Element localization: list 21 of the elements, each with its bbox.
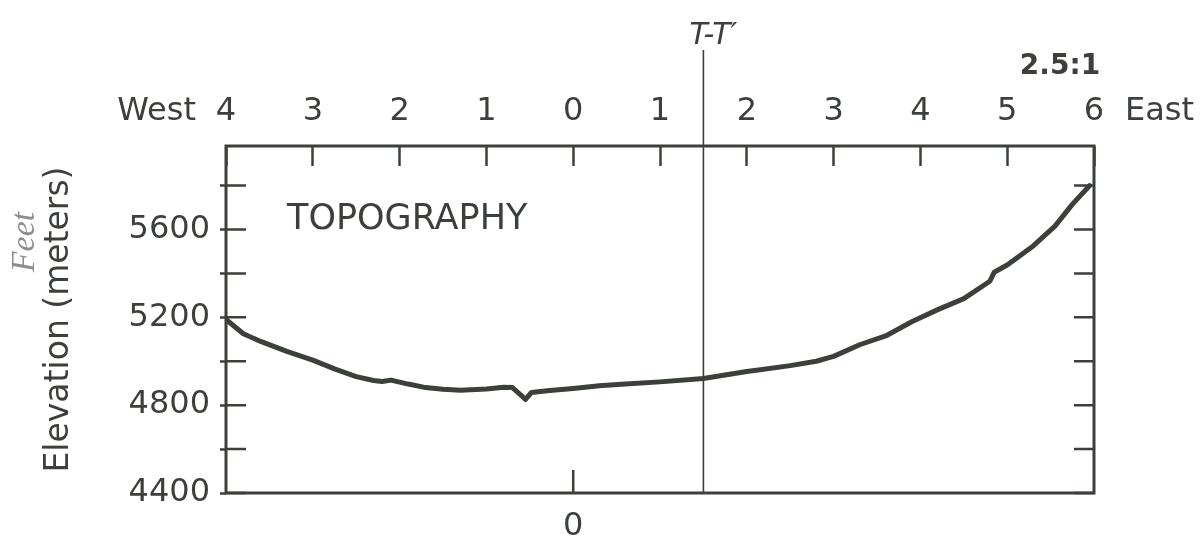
x-tick-label: 5 xyxy=(997,90,1018,129)
x-tick-label: 3 xyxy=(302,90,323,129)
x-tick-label: 1 xyxy=(649,90,671,129)
text: East xyxy=(1125,90,1195,128)
text: West xyxy=(117,90,196,128)
y-tick-label: 4400 xyxy=(128,471,210,510)
ref-line-label: T-T′ xyxy=(689,16,738,51)
x-tick-label: 4 xyxy=(215,90,237,129)
y-tick-label: 5200 xyxy=(128,295,210,334)
y-tick-label: 4800 xyxy=(128,383,210,422)
x-tick-label: 0 xyxy=(563,90,584,129)
x-tick-label: 1 xyxy=(476,90,497,129)
x-tick-label: 2 xyxy=(389,90,410,129)
text: TOPOGRAPHY xyxy=(286,197,528,237)
y-tick-label: 5600 xyxy=(128,207,210,246)
x-tick-label: 2 xyxy=(736,90,757,129)
x-tick-label: 3 xyxy=(823,90,844,129)
x-tick-label: 4 xyxy=(910,90,931,129)
x-tick-label: 6 xyxy=(1083,90,1105,129)
text: 0 xyxy=(563,505,584,538)
text: 2.5:1 xyxy=(1019,48,1101,81)
